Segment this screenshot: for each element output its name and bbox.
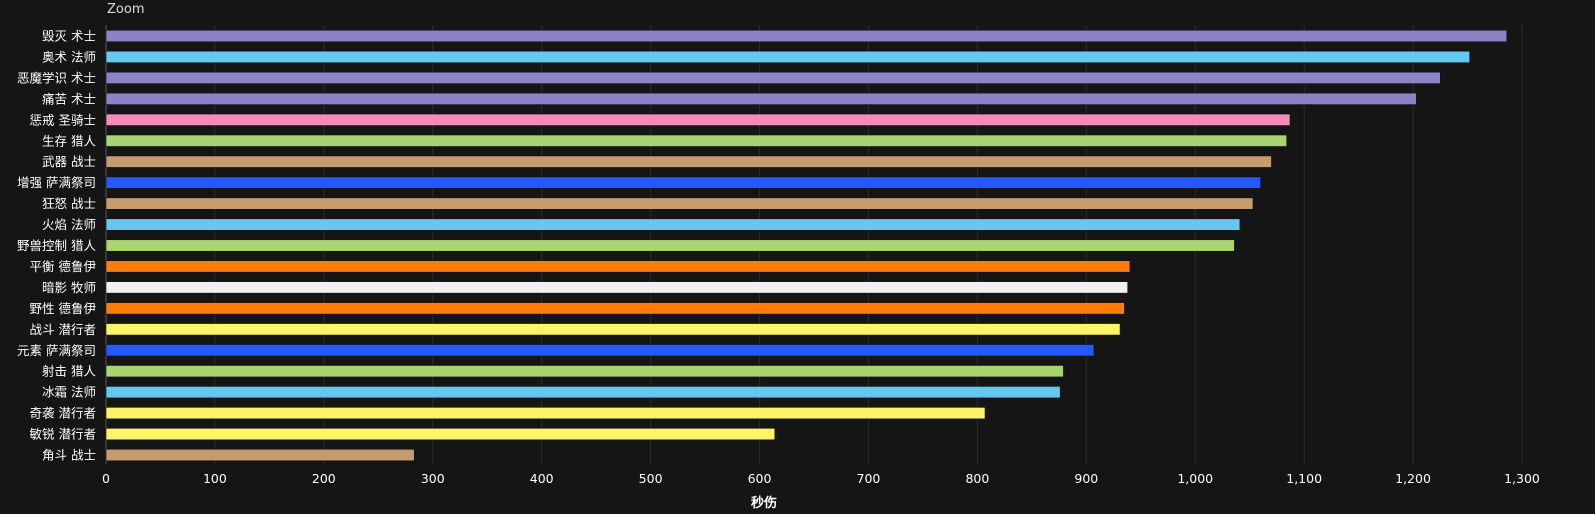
x-tick-label: 400 (530, 471, 554, 486)
bar[interactable] (105, 197, 1254, 210)
category-label: 生存 猎人 (42, 133, 96, 148)
category-label: 射击 猎人 (42, 364, 96, 379)
category-label: 暗影 牧师 (42, 280, 96, 295)
bar[interactable] (105, 113, 1291, 126)
category-label: 痛苦 术士 (42, 91, 96, 106)
bar[interactable] (105, 344, 1095, 357)
category-label: 惩戒 圣骑士 (30, 112, 96, 127)
x-tick-label: 200 (312, 471, 336, 486)
x-tick-label: 1,100 (1286, 471, 1322, 486)
x-tick-labels: 0 100 200 300 400 500 600 700 800 900 1,000 1,100 1,… (102, 471, 1540, 486)
bar[interactable] (105, 134, 1288, 147)
x-tick-label: 300 (421, 471, 445, 486)
category-label: 增强 萨满祭司 (17, 175, 96, 190)
bar[interactable] (105, 50, 1471, 64)
category-label: 角斗 战士 (42, 448, 96, 463)
bar[interactable] (105, 239, 1235, 252)
bar[interactable] (105, 260, 1131, 273)
bar[interactable] (105, 323, 1121, 336)
bar[interactable] (105, 386, 1061, 399)
category-label: 武器 战士 (42, 154, 96, 169)
category-label: 野性 德鲁伊 (30, 301, 96, 316)
bar[interactable] (105, 71, 1441, 84)
category-label: 敏锐 潜行者 (30, 427, 96, 442)
x-tick-label: 0 (102, 471, 110, 486)
bars (105, 29, 1508, 462)
x-tick-label: 800 (965, 471, 989, 486)
zoom-label[interactable]: Zoom (107, 2, 144, 17)
category-label: 狂怒 战士 (42, 196, 96, 211)
category-label: 恶魔学识 术士 (17, 70, 96, 85)
category-label: 火焰 法师 (42, 217, 96, 232)
bar[interactable] (105, 302, 1125, 315)
category-label: 平衡 德鲁伊 (30, 259, 96, 274)
x-tick-label: 700 (857, 471, 881, 486)
bar[interactable] (105, 29, 1508, 43)
x-tick-label: 600 (748, 471, 772, 486)
x-tick-label: 900 (1074, 471, 1098, 486)
bar[interactable] (105, 176, 1261, 189)
x-tick-label: 100 (203, 471, 227, 486)
bar[interactable] (105, 218, 1241, 231)
bar[interactable] (105, 155, 1272, 168)
bar[interactable] (105, 365, 1064, 378)
x-axis-title: 秒伤 (751, 495, 777, 511)
category-label: 毁灭 术士 (42, 29, 96, 44)
category-label: 野兽控制 猎人 (17, 238, 96, 253)
x-tick-label: 1,200 (1395, 471, 1431, 486)
bar[interactable] (105, 281, 1128, 294)
bar[interactable] (105, 407, 986, 420)
x-tick-label: 1,000 (1177, 471, 1213, 486)
x-tick-label: 1,300 (1504, 471, 1540, 486)
category-label: 奇袭 潜行者 (30, 406, 96, 421)
x-tick-label: 500 (639, 471, 663, 486)
bar[interactable] (105, 448, 415, 462)
bar[interactable] (105, 427, 776, 441)
bar[interactable] (105, 92, 1417, 105)
category-label: 战斗 潜行者 (30, 322, 96, 337)
category-label: 冰霜 法师 (42, 385, 96, 400)
category-label: 元素 萨满祭司 (17, 343, 96, 358)
category-label: 奥术 法师 (42, 49, 96, 64)
